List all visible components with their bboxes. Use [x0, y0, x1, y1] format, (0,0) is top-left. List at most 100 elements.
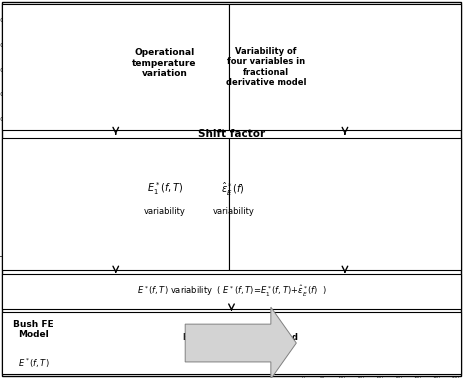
Point — [311, 250, 318, 256]
Point — [326, 242, 334, 248]
Bar — [102, 65, 106, 119]
Point — [331, 238, 338, 244]
Point — [315, 249, 323, 255]
Point — [307, 250, 315, 256]
Point — [323, 245, 331, 251]
Point — [319, 247, 326, 253]
Bar — [61, 332, 129, 359]
Point — [329, 240, 337, 246]
Point — [328, 241, 335, 247]
Title: Complex Modulus: Complex Modulus — [323, 143, 393, 149]
Text: $E^*(f,T)$ variability  ( $E^*(f,T)$=$E_1^*(f,T)$+$\hat{\varepsilon}_E^*(f)$  ): $E^*(f,T)$ variability ( $E^*(f,T)$=$E_1… — [137, 284, 326, 299]
Bar — [26, 118, 30, 119]
Point — [319, 247, 326, 253]
Bar — [95, 5, 99, 119]
Point — [319, 248, 326, 254]
Point — [317, 248, 324, 254]
Point — [323, 246, 331, 252]
Bar — [51, 15, 55, 119]
Point — [332, 236, 340, 242]
Point — [332, 237, 340, 243]
Point — [309, 250, 316, 256]
Bar — [59, 83, 62, 119]
Point — [304, 251, 312, 257]
Point — [309, 251, 316, 257]
Point — [312, 250, 319, 256]
Point — [311, 250, 318, 256]
Point — [329, 239, 337, 245]
Point — [321, 245, 329, 251]
Bar — [55, 34, 59, 119]
Point — [317, 248, 324, 254]
Point — [321, 245, 329, 251]
Point — [313, 249, 321, 255]
Point — [331, 238, 338, 244]
Bar — [40, 29, 44, 119]
Bar — [48, 25, 51, 119]
Point — [307, 250, 315, 256]
Point — [312, 249, 319, 256]
Point — [306, 251, 313, 257]
Point — [312, 249, 319, 255]
Point — [319, 247, 326, 253]
Point — [306, 251, 313, 257]
Point — [317, 248, 324, 254]
Point — [323, 244, 331, 250]
Bar — [66, 98, 69, 119]
Point — [320, 247, 327, 253]
Point — [321, 247, 329, 253]
Point — [319, 248, 326, 254]
Point — [315, 248, 323, 254]
Point — [304, 251, 312, 257]
Bar — [2, 274, 461, 309]
Bar — [88, 0, 91, 119]
Point — [313, 249, 321, 255]
Text: $\hat{\varepsilon}_E^*(f)$: $\hat{\varepsilon}_E^*(f)$ — [221, 180, 245, 198]
Point — [311, 249, 318, 256]
Bar — [44, 28, 48, 119]
Point — [309, 250, 316, 256]
Point — [313, 249, 321, 256]
Text: variability: variability — [144, 207, 186, 216]
Point — [315, 249, 323, 255]
Point — [317, 247, 324, 253]
Point — [328, 243, 335, 249]
Point — [323, 244, 331, 250]
Point — [323, 246, 331, 252]
Point — [312, 249, 319, 255]
Bar — [2, 4, 229, 130]
Point — [317, 248, 324, 254]
Point — [334, 234, 342, 240]
Point — [329, 239, 337, 245]
Point — [306, 251, 313, 257]
Point — [317, 247, 324, 253]
Point — [334, 235, 342, 241]
Point — [326, 242, 334, 248]
Point — [317, 248, 324, 254]
Point — [307, 250, 315, 256]
Point — [307, 250, 315, 256]
Y-axis label: log(E*): log(E*) — [286, 195, 291, 217]
Point — [326, 242, 334, 248]
Point — [331, 238, 338, 244]
Point — [320, 247, 327, 253]
Bar — [79, 332, 111, 359]
Point — [334, 234, 342, 240]
Point — [309, 250, 316, 256]
Point — [325, 243, 332, 249]
Bar — [109, 109, 113, 119]
Point — [332, 237, 340, 243]
Bar — [2, 312, 461, 374]
Bar — [69, 87, 73, 119]
Point — [321, 246, 329, 253]
Bar — [30, 103, 33, 119]
Point — [311, 250, 318, 256]
Point — [307, 251, 315, 257]
Point — [315, 248, 323, 254]
Point — [321, 245, 329, 251]
Point — [334, 234, 342, 240]
Point — [320, 246, 327, 252]
Point — [321, 245, 329, 251]
Point — [326, 244, 334, 250]
Bar — [22, 118, 26, 119]
